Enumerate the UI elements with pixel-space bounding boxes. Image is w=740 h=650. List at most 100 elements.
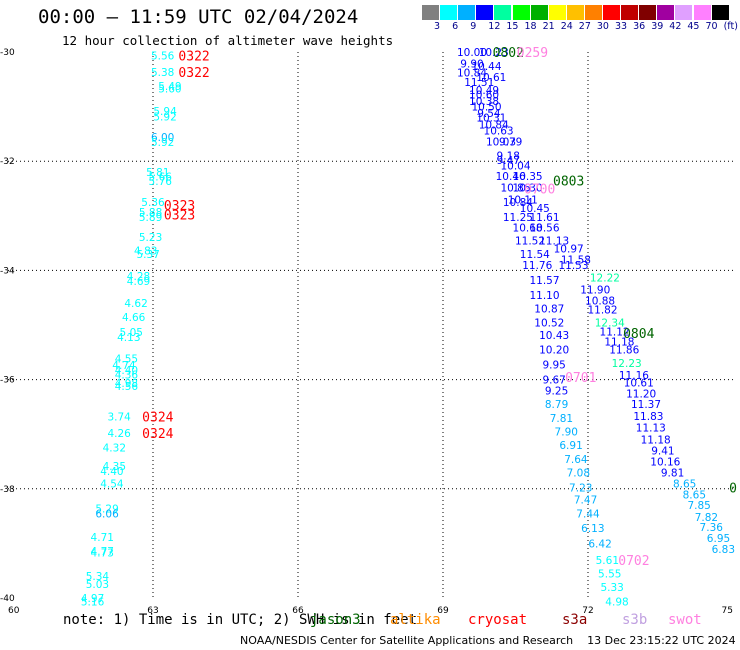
legend-label: 70 — [705, 21, 718, 32]
pass-time-label: 0259 — [517, 46, 548, 61]
data-point-label: 6.83 — [712, 544, 735, 556]
pass-time-label: 0803 — [553, 174, 584, 189]
legend-swatch — [639, 5, 658, 20]
legend-label: 24 — [560, 21, 573, 32]
data-point-label: 5.23 — [139, 232, 162, 244]
data-point-label: 10.11 — [508, 194, 538, 206]
data-point-label: 4.40 — [100, 466, 123, 478]
pass-time-label: 0322 — [178, 66, 209, 81]
data-point-label: 11.83 — [633, 411, 663, 423]
data-point-label: 11.18 — [604, 336, 634, 348]
data-point-label: 6.00 — [151, 132, 174, 144]
data-point-label: 3.74 — [107, 412, 131, 424]
data-point-label: 4.36 — [115, 370, 139, 382]
data-point-label: 11.58 — [561, 254, 591, 266]
pass-time-label: 0323 — [164, 209, 195, 224]
y-tick-label: -34 — [0, 266, 15, 276]
data-point-label: 6.06 — [95, 508, 119, 520]
legend-swatch — [440, 5, 459, 20]
data-point-label: 4.83 — [134, 246, 157, 258]
data-point-label: 10.50 — [471, 102, 501, 114]
data-point-label: 10.84 — [479, 120, 509, 132]
data-point-label: 7.08 — [567, 467, 590, 479]
legend-swatch — [584, 5, 603, 20]
data-point-label: 7.44 — [576, 508, 600, 520]
data-point-label: 9.95 — [542, 359, 565, 371]
data-point-label: 11.53 — [558, 260, 588, 272]
page-subtitle: 12 hour collection of altimeter wave hei… — [62, 33, 394, 48]
data-point-label: 4.97 — [81, 593, 104, 605]
data-point-label: 11.12 — [600, 327, 630, 339]
data-point-label: 10.63 — [484, 126, 514, 138]
data-point-label: 5.76 — [149, 176, 173, 188]
legend-swatch — [458, 5, 477, 20]
data-point-label: 7.90 — [555, 426, 578, 438]
data-point-label: 10.46 — [496, 171, 526, 183]
data-point-label: 11.54 — [520, 249, 550, 261]
x-tick-label: 69 — [437, 606, 449, 616]
data-point-label: 5.61 — [596, 555, 619, 567]
data-point-label: 11.52 — [515, 235, 545, 247]
chart-axes: 60 63 66 69 72 75 -30 -32 -34 -36 -38 -40 — [0, 48, 733, 616]
legend-label: 9 — [470, 21, 477, 32]
data-point-label: 12.23 — [612, 358, 642, 370]
legend-swatch — [603, 5, 622, 20]
data-point-label: 10.97 — [554, 244, 584, 256]
satellite-key-s3b: s3b — [622, 612, 648, 628]
data-point-label: 5.36 — [141, 197, 165, 209]
data-point-label: 10.60 — [469, 90, 499, 102]
legend-swatch — [693, 5, 712, 20]
satellite-key-cryosat: cryosat — [468, 612, 528, 628]
data-point-label: 10.49 — [469, 85, 499, 97]
data-point-label: 4.98 — [605, 596, 628, 608]
data-point-label: 9.18 — [497, 151, 520, 163]
data-point-label: 11.57 — [529, 275, 559, 287]
data-point-label: 11.90 — [580, 285, 610, 297]
data-point-label: 7.36 — [700, 522, 724, 534]
pass-time-label: 0324 — [142, 411, 173, 426]
legend-swatch — [566, 5, 585, 20]
data-point-label: 11.25 — [503, 212, 533, 224]
data-point-label: 11.13 — [636, 423, 666, 435]
data-point-label: 6.42 — [588, 538, 611, 550]
data-point-label: 11.13 — [539, 235, 569, 247]
legend-label: 6 — [452, 21, 459, 32]
satellite-key-jason3: jason3 — [310, 612, 361, 628]
data-point-label: 4.66 — [122, 312, 146, 324]
legend-label: 39 — [651, 21, 664, 32]
pass-time-label: 0 — [729, 482, 737, 497]
data-point-label: 11.37 — [631, 399, 661, 411]
pass-time-label: 0323 — [164, 199, 195, 214]
data-point-label: 10.61 — [476, 72, 506, 84]
legend-label: 15 — [506, 21, 519, 32]
data-point-label: 5.05 — [120, 327, 143, 339]
data-point-label: 7.23 — [569, 483, 592, 495]
data-point-label: 10.84 — [503, 197, 533, 209]
data-point-label: 10.84 — [457, 68, 487, 80]
y-tick-label: -40 — [0, 594, 15, 604]
data-point-label: 11.86 — [609, 345, 639, 357]
legend-label: 45 — [687, 21, 700, 32]
data-point-label: 10.16 — [650, 457, 680, 469]
legend-label: 42 — [669, 21, 682, 32]
data-point-label: 11.10 — [529, 290, 559, 302]
data-point-label: 10.30 — [513, 182, 543, 194]
data-point-label: 4.40 — [115, 365, 138, 377]
data-point-label: 10.61 — [624, 377, 654, 389]
data-point-label: 9.81 — [661, 467, 684, 479]
data-point-label: 4.62 — [124, 298, 147, 310]
x-tick-label: 75 — [722, 606, 733, 616]
data-point-label: 4.98 — [115, 378, 138, 390]
data-point-label: 4.26 — [107, 428, 131, 440]
legend-swatch — [422, 5, 441, 20]
data-point-label: 4.56 — [115, 381, 139, 393]
data-point-label: 5.33 — [600, 582, 623, 594]
pass-time-label: 0804 — [623, 327, 654, 342]
data-point-label: 10.87 — [534, 304, 564, 316]
x-tick-label: 72 — [582, 606, 593, 616]
note-text: note: 1) Time is in UTC; 2) SWH is in fe… — [63, 612, 418, 628]
satellite-key-altika: altika — [390, 612, 441, 628]
legend-swatch — [548, 5, 567, 20]
legend-label: 30 — [596, 21, 609, 32]
